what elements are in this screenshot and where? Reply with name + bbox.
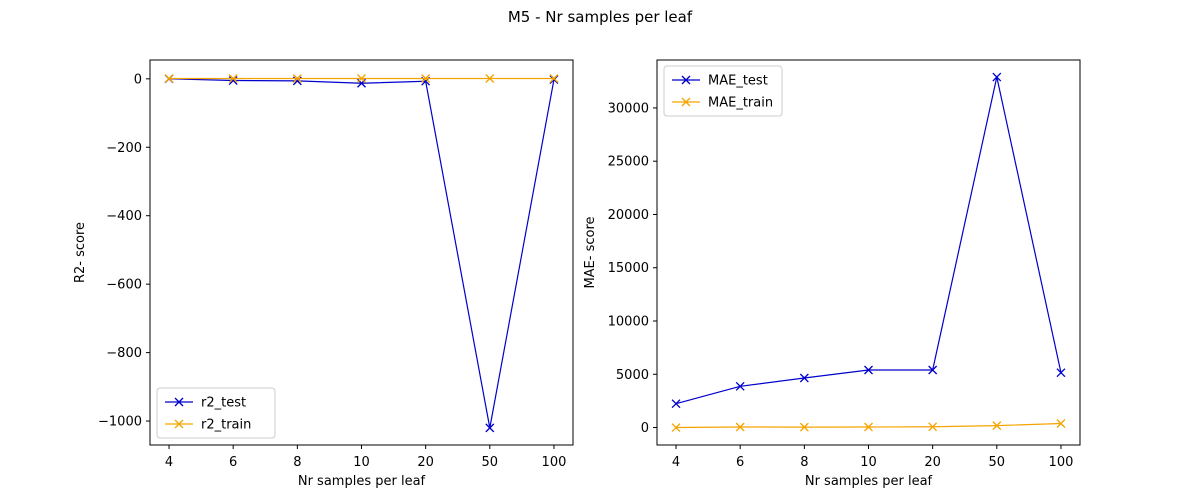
data-point-r2_train-20 — [421, 74, 431, 83]
data-point-MAE_test-100 — [1056, 368, 1066, 378]
legend-marker-MAE_test — [681, 75, 691, 85]
data-point-MAE_test-4 — [671, 399, 681, 409]
data-point-MAE_test-10 — [864, 365, 873, 375]
figure-title: M5 - Nr samples per leaf — [508, 8, 693, 26]
data-point-r2_train-50 — [485, 74, 495, 83]
y-tick-label: −400 — [106, 209, 142, 224]
x-tick-label: 6 — [736, 455, 744, 470]
x-tick-label: 10 — [860, 455, 877, 470]
legend-label-MAE_train: MAE_train — [708, 96, 773, 111]
x-tick-label: 4 — [672, 455, 680, 470]
mae-score-chart: 4 6 8 10 20 50 100 0 5000 10000 15000 20000 25000 300… — [583, 59, 1081, 489]
x-tick-label: 100 — [1049, 455, 1074, 470]
legend-box — [663, 65, 783, 117]
data-point-MAE_train-6 — [735, 422, 745, 432]
y-tick-label: 10000 — [608, 314, 649, 329]
y-tick-label: 0 — [134, 72, 142, 87]
y-tick-label: 5000 — [616, 368, 649, 383]
legend: r2_test r2_train — [156, 387, 276, 439]
data-point-r2_train-4 — [164, 74, 174, 83]
y-tick-label: 20000 — [608, 208, 649, 223]
x-tick-label: 6 — [229, 455, 237, 470]
plot-frame — [149, 59, 574, 446]
x-tick-label: 20 — [417, 455, 434, 470]
data-point-r2_test-6 — [228, 76, 238, 85]
data-point-r2_train-100 — [549, 74, 559, 83]
legend: MAE_test MAE_train — [663, 65, 783, 117]
y-tick-label: −600 — [106, 278, 142, 293]
x-tick-label: 50 — [989, 455, 1006, 470]
legend-label-r2_test: r2_test — [201, 396, 246, 411]
legend-marker-r2_train — [174, 419, 184, 429]
data-point-MAE_train-4 — [671, 423, 681, 432]
legend-marker-r2_test — [174, 397, 184, 407]
legend-marker-MAE_train — [681, 97, 691, 107]
y-tick-label: 25000 — [608, 155, 649, 170]
x-axis-label: Nr samples per leaf — [805, 474, 933, 489]
data-point-MAE_test-6 — [735, 381, 745, 391]
x-tick-label: 4 — [165, 455, 173, 470]
data-point-r2_train-8 — [292, 74, 302, 83]
series-line-r2_test — [169, 78, 555, 428]
x-tick-label: 10 — [353, 455, 370, 470]
x-tick-label: 50 — [482, 455, 499, 470]
data-point-MAE_train-50 — [992, 421, 1002, 431]
data-point-MAE_test-20 — [928, 365, 938, 375]
y-tick-label: 0 — [641, 421, 649, 436]
y-tick-label: 30000 — [608, 101, 649, 116]
y-axis-label: R2- score — [73, 222, 88, 283]
legend-label-MAE_test: MAE_test — [708, 74, 768, 89]
x-tick-label: 8 — [293, 455, 301, 470]
y-tick-label: −1000 — [98, 415, 142, 430]
plot-frame — [656, 59, 1081, 446]
data-point-r2_train-10 — [357, 74, 366, 83]
legend-box — [156, 387, 276, 439]
data-point-MAE_test-50 — [992, 72, 1002, 82]
data-point-r2_test-100 — [549, 75, 559, 84]
data-point-MAE_train-20 — [928, 422, 938, 432]
data-point-MAE_test-8 — [799, 373, 809, 383]
x-tick-label: 100 — [542, 455, 567, 470]
y-tick-label: −200 — [106, 141, 142, 156]
x-tick-label: 8 — [800, 455, 808, 470]
series-line-MAE_test — [675, 76, 1062, 405]
data-point-r2_test-50 — [485, 423, 495, 433]
x-axis-label: Nr samples per leaf — [298, 474, 426, 489]
x-tick-label: 20 — [924, 455, 941, 470]
legend-label-r2_train: r2_train — [201, 418, 251, 433]
data-point-MAE_train-10 — [864, 422, 873, 432]
r2-score-chart: 4 6 8 10 20 50 100 0 −200 −400 −600 −800 −1000 Nr sam… — [73, 59, 574, 489]
data-point-r2_train-6 — [228, 74, 238, 83]
data-point-MAE_train-100 — [1056, 419, 1066, 428]
data-point-MAE_train-8 — [799, 422, 809, 432]
y-tick-label: 15000 — [608, 261, 649, 276]
y-axis-label: MAE- score — [583, 216, 598, 288]
y-tick-label: −800 — [106, 346, 142, 361]
